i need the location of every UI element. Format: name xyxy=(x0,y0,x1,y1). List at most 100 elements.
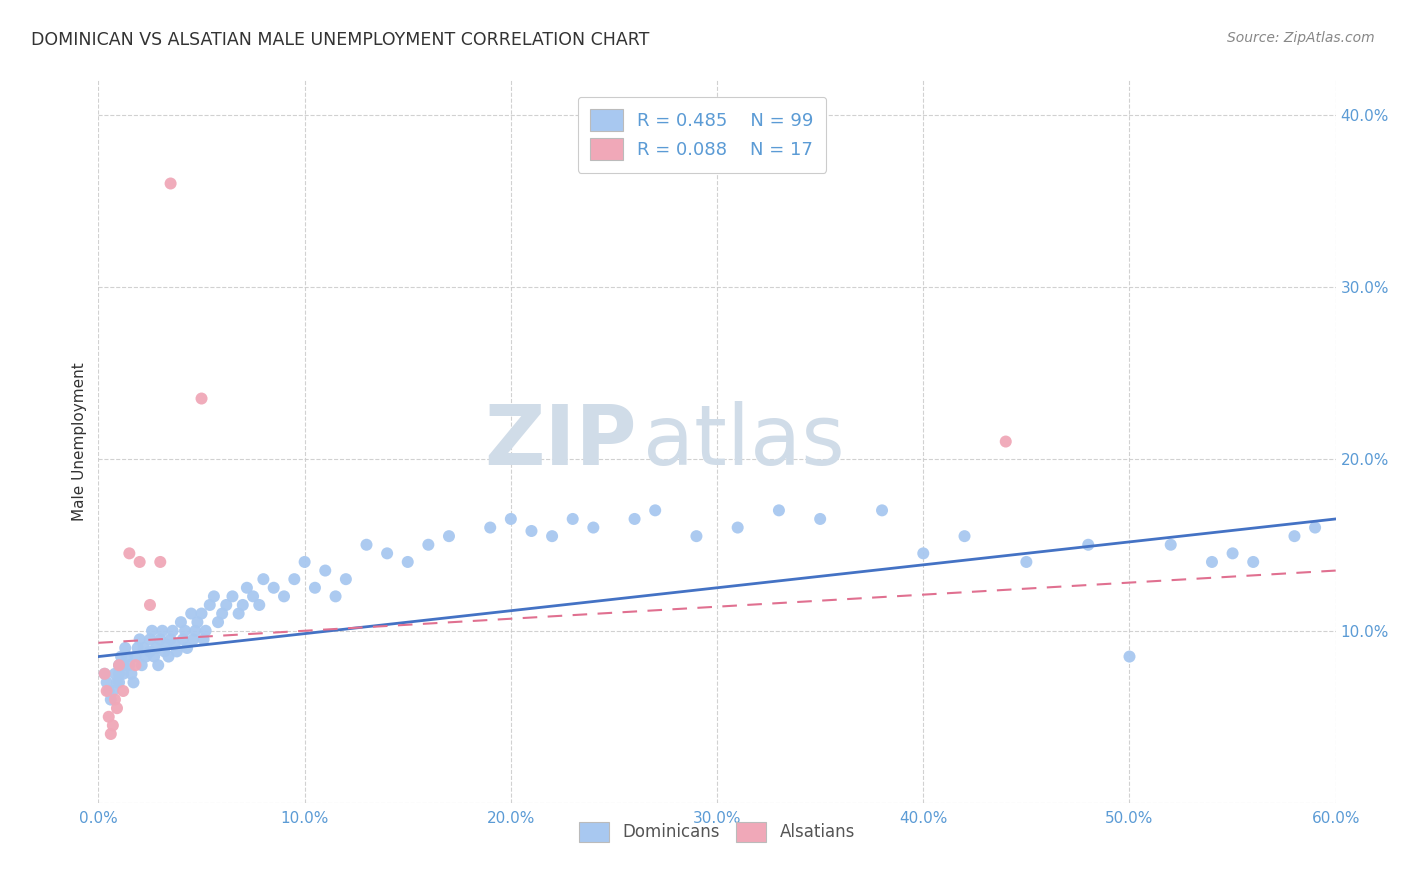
Point xyxy=(314,564,336,578)
Point xyxy=(1222,546,1244,560)
Point xyxy=(145,640,167,655)
Point xyxy=(141,624,163,638)
Point xyxy=(180,607,202,621)
Point xyxy=(1241,555,1264,569)
Point xyxy=(623,512,645,526)
Point xyxy=(437,529,460,543)
Point xyxy=(149,632,172,647)
Point xyxy=(93,666,115,681)
Point xyxy=(211,607,233,621)
Point xyxy=(294,555,316,569)
Point xyxy=(283,572,305,586)
Point xyxy=(97,710,120,724)
Point xyxy=(114,640,136,655)
Point xyxy=(1077,538,1099,552)
Point xyxy=(685,529,707,543)
Point xyxy=(768,503,790,517)
Point xyxy=(273,590,295,604)
Point xyxy=(163,638,186,652)
Point xyxy=(582,520,605,534)
Point xyxy=(148,658,170,673)
Point xyxy=(132,640,155,655)
Point xyxy=(912,546,935,560)
Point xyxy=(541,529,564,543)
Point xyxy=(202,590,225,604)
Point xyxy=(131,658,153,673)
Point xyxy=(128,632,150,647)
Y-axis label: Male Unemployment: Male Unemployment xyxy=(72,362,87,521)
Point xyxy=(127,640,149,655)
Point xyxy=(96,675,118,690)
Point xyxy=(172,632,194,647)
Point xyxy=(1015,555,1038,569)
Point xyxy=(198,598,221,612)
Point xyxy=(143,649,166,664)
Point xyxy=(139,632,162,647)
Point xyxy=(97,684,120,698)
Point xyxy=(176,640,198,655)
Point xyxy=(356,538,378,552)
Point xyxy=(135,649,157,664)
Point xyxy=(252,572,274,586)
Point xyxy=(228,607,250,621)
Text: Source: ZipAtlas.com: Source: ZipAtlas.com xyxy=(1227,31,1375,45)
Point xyxy=(304,581,326,595)
Point xyxy=(105,675,128,690)
Point xyxy=(157,649,180,664)
Point xyxy=(479,520,502,534)
Point xyxy=(124,658,146,673)
Point xyxy=(93,666,115,681)
Point xyxy=(153,644,176,658)
Point xyxy=(247,598,270,612)
Point xyxy=(1303,520,1326,534)
Point xyxy=(118,546,141,560)
Point xyxy=(396,555,419,569)
Text: atlas: atlas xyxy=(643,401,845,482)
Point xyxy=(193,632,215,647)
Point xyxy=(104,692,127,706)
Point xyxy=(870,503,893,517)
Point xyxy=(150,624,173,638)
Point xyxy=(101,684,124,698)
Point xyxy=(953,529,976,543)
Point xyxy=(170,615,193,630)
Text: DOMINICAN VS ALSATIAN MALE UNEMPLOYMENT CORRELATION CHART: DOMINICAN VS ALSATIAN MALE UNEMPLOYMENT … xyxy=(31,31,650,49)
Point xyxy=(174,624,197,638)
Point xyxy=(1284,529,1306,543)
Point xyxy=(232,598,254,612)
Point xyxy=(162,624,184,638)
Point xyxy=(112,666,135,681)
Point xyxy=(155,638,177,652)
Point xyxy=(325,590,347,604)
Point xyxy=(561,512,583,526)
Point xyxy=(112,658,135,673)
Point xyxy=(215,598,238,612)
Point xyxy=(207,615,229,630)
Point xyxy=(108,666,131,681)
Point xyxy=(1160,538,1182,552)
Point xyxy=(124,649,146,664)
Point xyxy=(418,538,440,552)
Point xyxy=(242,590,264,604)
Point xyxy=(149,555,172,569)
Point xyxy=(520,524,543,538)
Point xyxy=(499,512,522,526)
Point xyxy=(236,581,259,595)
Point xyxy=(159,632,181,647)
Point xyxy=(110,649,132,664)
Point xyxy=(108,675,131,690)
Point xyxy=(190,392,212,406)
Point xyxy=(1201,555,1223,569)
Point xyxy=(190,607,212,621)
Point xyxy=(117,649,139,664)
Point xyxy=(120,666,142,681)
Point xyxy=(128,555,150,569)
Point xyxy=(375,546,398,560)
Point xyxy=(108,658,131,673)
Point xyxy=(112,684,135,698)
Point xyxy=(335,572,357,586)
Point xyxy=(808,512,831,526)
Point xyxy=(181,632,204,647)
Point xyxy=(166,644,188,658)
Point xyxy=(118,658,141,673)
